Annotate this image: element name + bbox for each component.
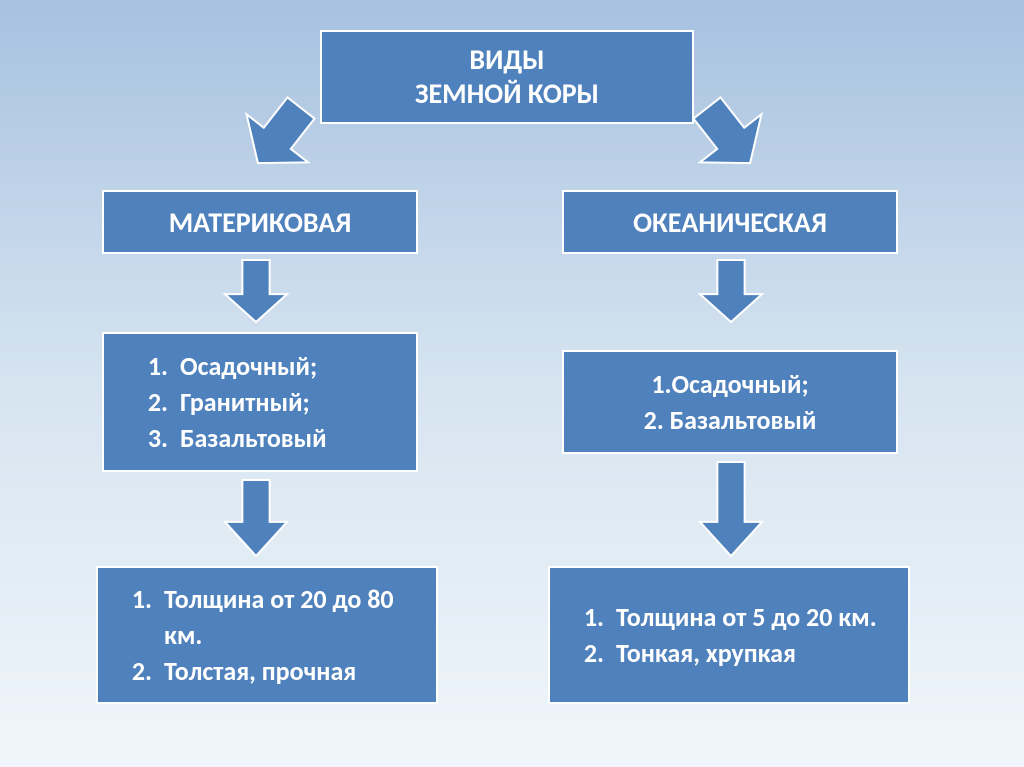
list-item: 1.Осадочный; (122, 348, 416, 384)
list-item: 2.Толстая, прочная (116, 653, 436, 689)
list-number: 1. (122, 348, 180, 384)
right-heading-box: ОКЕАНИЧЕСКАЯ (562, 190, 898, 254)
list-number: 2. (116, 653, 164, 689)
title-box: ВИДЫ ЗЕМНОЙ КОРЫ (320, 30, 694, 124)
list-number: 2. (568, 635, 616, 671)
left-layers-box: 1.Осадочный;2.Гранитный;3.Базальтовый (102, 332, 418, 472)
list-text: Тонкая, хрупкая (616, 635, 796, 671)
list-item: 2.Гранитный; (122, 384, 416, 420)
arrow-left-2 (225, 480, 287, 556)
list-number: 2. (122, 384, 180, 420)
arrow-left-1 (225, 260, 287, 322)
list-text: Осадочный; (180, 348, 317, 384)
list-number: 3. (122, 420, 180, 456)
left-heading-box: МАТЕРИКОВАЯ (102, 190, 418, 254)
list-text: Гранитный; (180, 384, 310, 420)
list-item: 1.Толщина от 5 до 20 км. (568, 599, 908, 635)
arrow-right-1 (700, 260, 762, 322)
list-text: Толщина от 5 до 20 км. (616, 599, 877, 635)
list-item: 3.Базальтовый (122, 420, 416, 456)
right-layers-box: 1.Осадочный;2. Базальтовый (562, 350, 898, 454)
arrow-title-left (227, 84, 332, 187)
left-heading: МАТЕРИКОВАЯ (169, 205, 352, 240)
list-item: 1.Осадочный; (651, 366, 808, 402)
title-line1: ВИДЫ (469, 43, 544, 77)
list-number: 1. (116, 581, 164, 617)
list-text: Толщина от 20 до 80 км. (164, 581, 436, 653)
right-heading: ОКЕАНИЧЕСКАЯ (633, 205, 827, 240)
arrow-right-2 (700, 462, 762, 556)
list-text: Базальтовый (180, 420, 327, 456)
list-item: 2. Базальтовый (644, 402, 817, 438)
list-item: 1.Толщина от 20 до 80 км. (116, 581, 436, 653)
list-text: Толстая, прочная (164, 653, 356, 689)
list-item: 2.Тонкая, хрупкая (568, 635, 908, 671)
list-number: 1. (568, 599, 616, 635)
right-props-box: 1.Толщина от 5 до 20 км.2.Тонкая, хрупка… (548, 566, 910, 704)
left-props-box: 1.Толщина от 20 до 80 км.2.Толстая, проч… (96, 566, 438, 704)
title-line2: ЗЕМНОЙ КОРЫ (415, 77, 599, 111)
